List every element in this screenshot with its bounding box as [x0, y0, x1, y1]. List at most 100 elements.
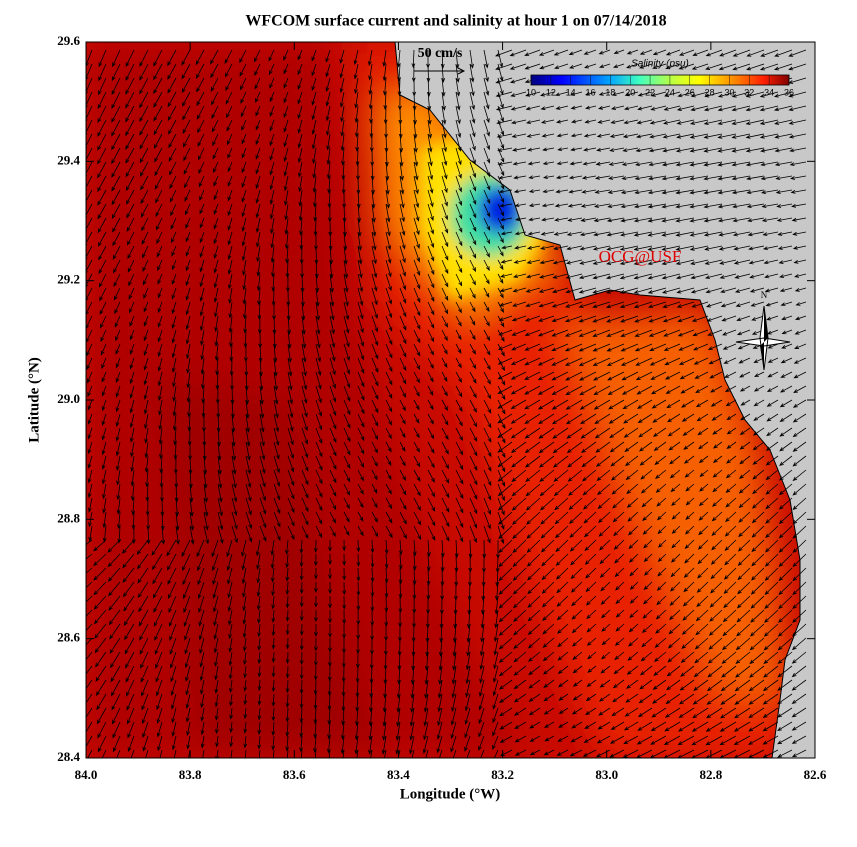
current-arrow [494, 49, 513, 57]
current-arrow [595, 455, 611, 467]
current-arrow [244, 749, 247, 758]
current-arrow [778, 539, 793, 553]
current-arrow [696, 595, 709, 608]
current-arrow [600, 581, 611, 592]
current-arrow [242, 259, 247, 276]
current-arrow [677, 329, 695, 337]
current-arrow [229, 707, 234, 720]
current-arrow [581, 189, 597, 194]
current-arrow [97, 105, 107, 124]
current-arrow [683, 581, 695, 593]
current-arrow [735, 651, 751, 665]
current-arrow [455, 147, 462, 166]
current-arrow [555, 189, 569, 194]
current-arrow [571, 119, 583, 124]
current-arrow [381, 735, 387, 755]
current-arrow [483, 441, 492, 458]
current-arrow [155, 203, 163, 217]
current-arrow [185, 217, 191, 229]
current-arrow [140, 189, 149, 205]
current-arrow [455, 245, 463, 260]
current-arrow [157, 301, 163, 314]
current-arrow [315, 399, 323, 417]
current-arrow [691, 721, 709, 732]
current-arrow [663, 105, 681, 111]
current-arrow [242, 637, 247, 652]
current-arrow [655, 609, 667, 620]
current-arrow [511, 133, 527, 138]
current-arrow [497, 455, 513, 468]
current-arrow [624, 707, 639, 717]
current-arrow [621, 161, 639, 167]
current-arrow [166, 553, 177, 571]
current-arrow [115, 371, 121, 384]
current-arrow [441, 119, 447, 139]
current-arrow [353, 49, 359, 65]
current-arrow [734, 693, 751, 705]
current-arrow [197, 119, 205, 134]
current-arrow [112, 245, 121, 260]
current-arrow [705, 721, 723, 732]
current-arrow [495, 77, 513, 84]
current-arrow [633, 273, 653, 280]
current-arrow [245, 455, 252, 475]
current-arrow [311, 77, 317, 91]
x-tick-label: 83.8 [179, 767, 202, 782]
current-arrow [527, 623, 541, 636]
current-arrow [399, 147, 404, 167]
current-arrow [689, 245, 709, 251]
current-arrow [634, 175, 653, 181]
current-arrow [273, 385, 279, 405]
current-arrow [650, 385, 667, 395]
current-arrow [182, 567, 191, 586]
current-arrow [763, 637, 779, 651]
current-arrow [257, 609, 261, 624]
current-arrow [153, 91, 163, 108]
current-arrow [455, 63, 460, 83]
current-arrow [354, 91, 359, 109]
current-arrow [455, 175, 462, 193]
current-arrow [399, 343, 407, 358]
current-arrow [648, 315, 667, 323]
current-arrow [753, 385, 765, 392]
current-arrow [342, 539, 347, 552]
current-arrow [717, 161, 737, 167]
current-arrow [678, 63, 695, 70]
current-arrow [370, 553, 375, 569]
current-arrow [441, 245, 449, 261]
current-arrow [168, 119, 177, 135]
current-arrow [696, 413, 709, 422]
current-arrow [284, 203, 289, 221]
current-arrow [528, 217, 541, 222]
current-arrow [663, 735, 681, 745]
current-arrow [641, 623, 653, 634]
current-arrow [762, 721, 779, 732]
current-arrow [706, 707, 723, 719]
current-arrow [607, 203, 625, 209]
current-arrow [752, 483, 765, 495]
current-arrow [497, 231, 504, 244]
current-arrow [329, 301, 335, 321]
current-arrow [762, 735, 779, 745]
current-arrow [283, 133, 289, 148]
current-arrow [371, 399, 379, 414]
current-arrow [496, 119, 513, 125]
current-arrow [464, 735, 471, 752]
current-arrow [690, 259, 709, 265]
current-arrow [315, 427, 323, 444]
current-arrow [469, 427, 478, 442]
current-arrow [87, 385, 93, 397]
current-arrow [226, 133, 233, 146]
current-arrow [297, 119, 303, 134]
current-arrow [579, 231, 597, 237]
current-arrow [329, 371, 336, 390]
current-arrow [315, 455, 323, 471]
current-arrow [694, 371, 709, 379]
current-arrow [538, 301, 555, 308]
current-arrow [441, 371, 448, 382]
current-arrow [269, 189, 275, 205]
current-arrow [739, 441, 751, 450]
current-arrow [185, 231, 191, 243]
current-arrow [413, 217, 420, 236]
current-arrow [554, 217, 569, 222]
